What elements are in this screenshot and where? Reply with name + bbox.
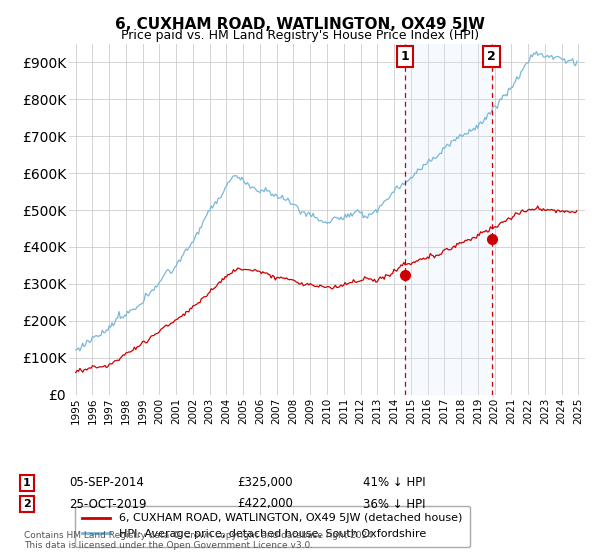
Text: This data is licensed under the Open Government Licence v3.0.: This data is licensed under the Open Gov… xyxy=(24,541,313,550)
Text: 36% ↓ HPI: 36% ↓ HPI xyxy=(363,497,425,511)
Text: £422,000: £422,000 xyxy=(237,497,293,511)
Text: 05-SEP-2014: 05-SEP-2014 xyxy=(69,476,144,489)
Text: 2: 2 xyxy=(23,499,31,509)
Text: Contains HM Land Registry data © Crown copyright and database right 2024.: Contains HM Land Registry data © Crown c… xyxy=(24,531,376,540)
Text: 2: 2 xyxy=(487,50,496,63)
Text: Price paid vs. HM Land Registry's House Price Index (HPI): Price paid vs. HM Land Registry's House … xyxy=(121,29,479,42)
Bar xyxy=(405,44,491,395)
Legend: 6, CUXHAM ROAD, WATLINGTON, OX49 5JW (detached house), HPI: Average price, detac: 6, CUXHAM ROAD, WATLINGTON, OX49 5JW (de… xyxy=(74,506,470,547)
Text: 41% ↓ HPI: 41% ↓ HPI xyxy=(363,476,425,489)
Text: 1: 1 xyxy=(401,50,410,63)
Text: 1: 1 xyxy=(23,478,31,488)
Text: £325,000: £325,000 xyxy=(237,476,293,489)
Text: 6, CUXHAM ROAD, WATLINGTON, OX49 5JW: 6, CUXHAM ROAD, WATLINGTON, OX49 5JW xyxy=(115,17,485,32)
Text: 25-OCT-2019: 25-OCT-2019 xyxy=(69,497,146,511)
